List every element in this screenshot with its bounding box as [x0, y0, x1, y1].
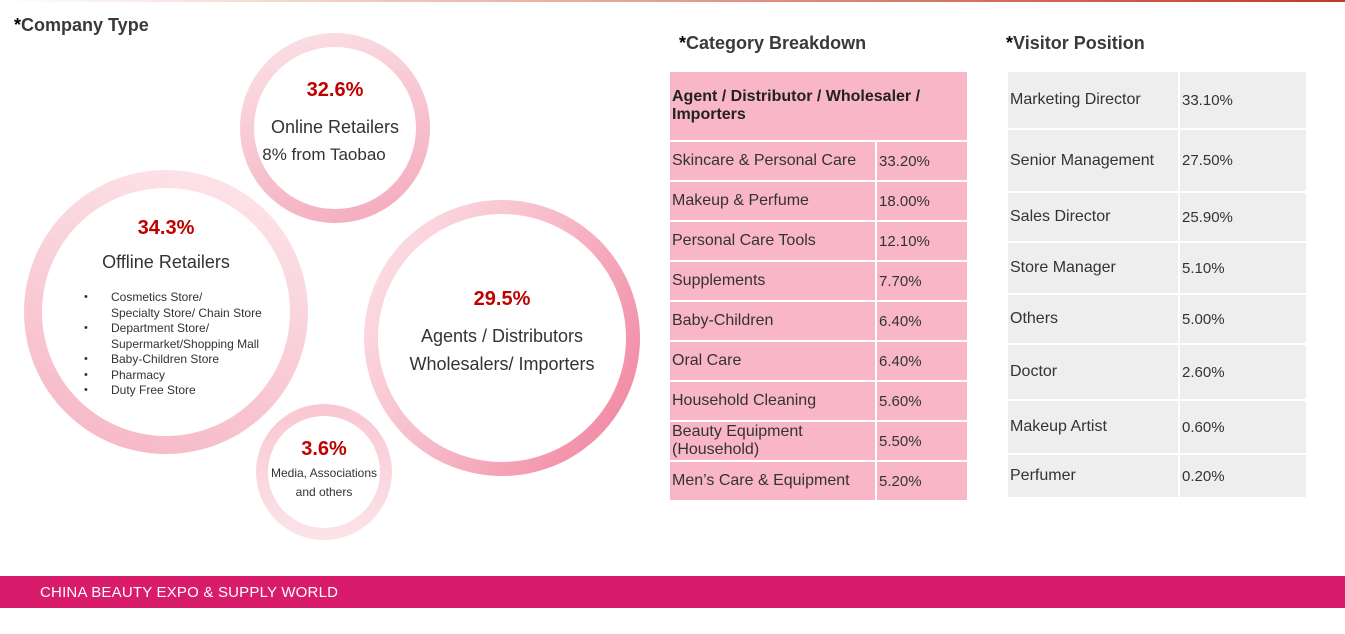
visitor-row: Senior Management 27.50%	[1006, 128, 1308, 193]
bubble-percent: 29.5%	[473, 288, 531, 310]
bubble-label-line1: Media, Associations	[270, 466, 378, 480]
visitor-label: Store Manager	[1006, 241, 1180, 295]
category-row: Makeup & Perfume 18.00%	[668, 180, 969, 222]
category-label: Men’s Care & Equipment	[668, 460, 877, 502]
bubble-percent: 32.6%	[306, 79, 364, 101]
bubble-online-retailers: 32.6% Online Retailers 8% from Taobao	[240, 33, 430, 223]
bubble-percent: 3.6%	[301, 438, 347, 460]
top-accent-line	[0, 0, 1345, 2]
category-label: Skincare & Personal Care	[668, 140, 877, 182]
bubble-label-line2: and others	[295, 485, 353, 499]
category-value: 5.60%	[875, 380, 969, 422]
category-value: 6.40%	[875, 300, 969, 342]
visitor-row: Doctor 2.60%	[1006, 343, 1308, 401]
visitor-table: Marketing Director 33.10% Senior Managemen…	[1006, 70, 1308, 499]
category-table: Agent / Distributor / Wholesaler / Impor…	[668, 70, 969, 502]
bubble-media: 3.6% Media, Associations and others	[256, 404, 392, 540]
category-row: Personal Care Tools 12.10%	[668, 220, 969, 262]
category-value: 5.50%	[875, 420, 969, 462]
company-type-title: *Company Type	[14, 15, 149, 36]
category-row: Supplements 7.70%	[668, 260, 969, 302]
category-table-header-row: Agent / Distributor / Wholesaler / Impor…	[668, 70, 969, 142]
asterisk: *	[679, 33, 687, 53]
visitor-table-body: Marketing Director 33.10% Senior Managemen…	[1006, 70, 1308, 499]
category-title-text: Category Breakdown	[686, 33, 867, 53]
visitor-row: Makeup Artist 0.60%	[1006, 399, 1308, 455]
category-row: Oral Care 6.40%	[668, 340, 969, 382]
category-row: Skincare & Personal Care 33.20%	[668, 140, 969, 182]
category-value: 6.40%	[875, 340, 969, 382]
offline-bullet-item: Department Store/ Supermarket/Shopping M…	[84, 321, 262, 352]
category-label: Oral Care	[668, 340, 877, 382]
offline-bullet-item: Baby-Children Store	[84, 352, 262, 368]
category-value: 33.20%	[875, 140, 969, 182]
category-label: Baby-Children	[668, 300, 877, 342]
category-title: *Category Breakdown	[679, 33, 866, 54]
asterisk: *	[1006, 33, 1014, 53]
bubble-label-line2: Wholesalers/ Importers	[409, 354, 595, 374]
visitor-row: Sales Director 25.90%	[1006, 191, 1308, 243]
category-row: Baby-Children 6.40%	[668, 300, 969, 342]
category-table-header: Agent / Distributor / Wholesaler / Impor…	[668, 70, 969, 142]
visitor-label: Makeup Artist	[1006, 399, 1180, 455]
visitor-value: 2.60%	[1178, 343, 1308, 401]
bubble-inner	[254, 47, 416, 209]
visitor-value: 27.50%	[1178, 128, 1308, 193]
visitor-label: Sales Director	[1006, 191, 1180, 243]
visitor-value: 5.10%	[1178, 241, 1308, 295]
category-row: Beauty Equipment (Household) 5.50%	[668, 420, 969, 462]
category-label: Personal Care Tools	[668, 220, 877, 262]
category-value: 18.00%	[875, 180, 969, 222]
visitor-title-text: Visitor Position	[1013, 33, 1145, 53]
bubble-label: Offline Retailers	[102, 252, 230, 272]
visitor-value: 33.10%	[1178, 70, 1308, 130]
bubble-percent: 34.3%	[137, 217, 195, 239]
bubble-sublabel: 8% from Taobao	[262, 145, 386, 164]
company-type-title-text: Company Type	[21, 15, 149, 35]
offline-bullet-item: Duty Free Store	[84, 383, 262, 399]
bubble-inner	[268, 416, 380, 528]
visitor-row: Marketing Director 33.10%	[1006, 70, 1308, 130]
visitor-label: Perfumer	[1006, 453, 1180, 499]
offline-bullet-item: Pharmacy	[84, 368, 262, 384]
bubble-inner	[378, 214, 626, 462]
category-table-body: Agent / Distributor / Wholesaler / Impor…	[668, 70, 969, 502]
visitor-row: Perfumer 0.20%	[1006, 453, 1308, 499]
offline-bullet-list: Cosmetics Store/ Specialty Store/ Chain …	[84, 290, 262, 399]
footer-bar: CHINA BEAUTY EXPO & SUPPLY WORLD	[0, 576, 1345, 608]
visitor-row: Others 5.00%	[1006, 293, 1308, 345]
category-label: Makeup & Perfume	[668, 180, 877, 222]
visitor-label: Senior Management	[1006, 128, 1180, 193]
category-value: 5.20%	[875, 460, 969, 502]
visitor-label: Doctor	[1006, 343, 1180, 401]
visitor-row: Store Manager 5.10%	[1006, 241, 1308, 295]
visitor-value: 0.20%	[1178, 453, 1308, 499]
visitor-label: Others	[1006, 293, 1180, 345]
offline-bullet-item: Cosmetics Store/ Specialty Store/ Chain …	[84, 290, 262, 321]
category-row: Household Cleaning 5.60%	[668, 380, 969, 422]
category-label: Supplements	[668, 260, 877, 302]
bubble-label-line1: Agents / Distributors	[420, 326, 584, 346]
visitor-title: *Visitor Position	[1006, 33, 1145, 54]
visitor-value: 25.90%	[1178, 191, 1308, 243]
bubble-label: Online Retailers	[270, 117, 400, 137]
visitor-value: 5.00%	[1178, 293, 1308, 345]
visitor-label: Marketing Director	[1006, 70, 1180, 130]
footer-text: CHINA BEAUTY EXPO & SUPPLY WORLD	[40, 584, 339, 601]
bubble-agents: 29.5% Agents / Distributors Wholesalers/…	[364, 200, 640, 476]
category-label: Beauty Equipment (Household)	[668, 420, 877, 462]
category-row: Men’s Care & Equipment 5.20%	[668, 460, 969, 502]
asterisk: *	[14, 15, 22, 35]
visitor-value: 0.60%	[1178, 399, 1308, 455]
category-label: Household Cleaning	[668, 380, 877, 422]
category-value: 7.70%	[875, 260, 969, 302]
category-value: 12.10%	[875, 220, 969, 262]
